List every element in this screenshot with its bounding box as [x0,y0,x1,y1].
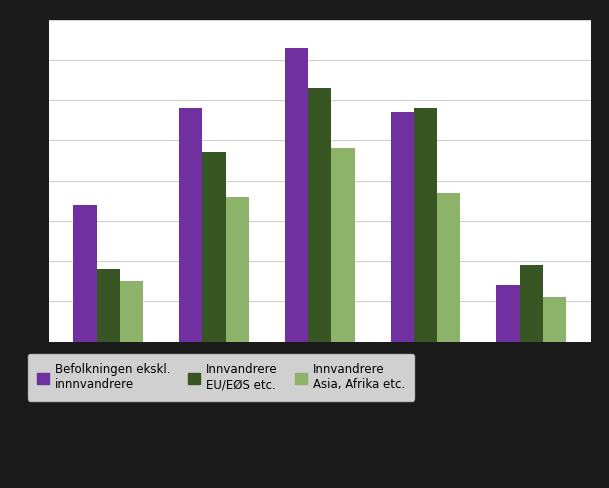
Bar [73,205,97,342]
Bar [97,269,120,342]
Bar [285,48,308,342]
Bar [308,88,331,342]
Bar [437,193,460,342]
Bar [225,197,249,342]
Bar [496,285,519,342]
Bar [543,297,566,342]
Legend: Befolkningen ekskl.
innnvandrere, Innvandrere
EU/EØS etc., Innvandrere
Asia, Afr: Befolkningen ekskl. innnvandrere, Innvan… [27,354,414,401]
Bar [120,281,143,342]
Bar [179,108,202,342]
Bar [519,265,543,342]
Bar [390,112,414,342]
Bar [202,152,225,342]
Bar [331,148,354,342]
Bar [414,108,437,342]
